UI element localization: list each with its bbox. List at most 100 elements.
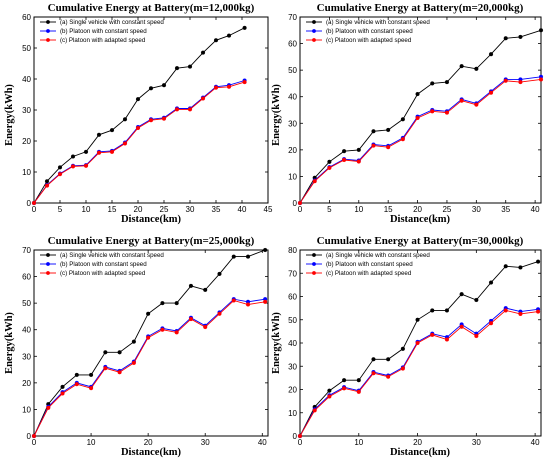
data-point bbox=[327, 159, 332, 164]
y-tick-label: 60 bbox=[288, 293, 297, 302]
x-tick-label: 20 bbox=[144, 438, 153, 447]
data-point bbox=[356, 389, 361, 394]
x-tick-label: 40 bbox=[258, 438, 267, 447]
y-tick-label: 80 bbox=[288, 246, 297, 255]
data-point bbox=[122, 141, 128, 146]
data-point bbox=[474, 297, 479, 303]
data-point bbox=[430, 109, 435, 114]
chart-title: Cumulative Energy at Battery(m=20,000kg) bbox=[317, 2, 524, 14]
data-point bbox=[518, 265, 523, 270]
data-point bbox=[245, 254, 251, 259]
data-point bbox=[297, 200, 303, 206]
data-point bbox=[400, 137, 405, 142]
legend-marker bbox=[46, 271, 50, 275]
data-point bbox=[146, 335, 151, 340]
y-tick-label: 0 bbox=[27, 199, 32, 208]
data-point bbox=[400, 117, 405, 122]
x-tick-label: 30 bbox=[472, 438, 481, 447]
data-point bbox=[327, 165, 332, 170]
data-point bbox=[117, 370, 122, 375]
x-axis-label: Distance(km) bbox=[390, 447, 451, 458]
plot-frame bbox=[33, 16, 269, 204]
legend-entry: (a) Single vehicle with constant speed bbox=[60, 252, 164, 259]
data-point bbox=[245, 302, 251, 307]
data-point bbox=[342, 149, 347, 154]
legend-entry: (b) Platoon with constant speed bbox=[326, 28, 413, 35]
data-point bbox=[96, 150, 102, 155]
data-point bbox=[117, 350, 122, 355]
data-point bbox=[488, 280, 494, 285]
data-point bbox=[188, 283, 194, 288]
series-line-b bbox=[299, 307, 539, 437]
data-point bbox=[46, 405, 51, 410]
legend-entry: (a) Single vehicle with constant speed bbox=[326, 252, 430, 259]
x-tick-label: 15 bbox=[384, 205, 393, 214]
data-point bbox=[44, 179, 50, 184]
data-point bbox=[57, 172, 63, 177]
series-line-c bbox=[33, 299, 266, 437]
data-point bbox=[444, 337, 450, 342]
x-tick-label: 10 bbox=[354, 205, 363, 214]
data-point bbox=[203, 287, 208, 292]
data-point bbox=[217, 311, 222, 316]
plot-frame bbox=[299, 249, 542, 437]
x-tick-label: 30 bbox=[201, 438, 210, 447]
series-line-b bbox=[299, 76, 542, 204]
data-point bbox=[474, 333, 479, 339]
y-tick-label: 60 bbox=[22, 273, 31, 282]
y-tick-label: 70 bbox=[22, 246, 31, 255]
data-point bbox=[31, 433, 37, 439]
data-point bbox=[161, 83, 167, 88]
y-tick-label: 0 bbox=[293, 432, 298, 441]
data-point bbox=[70, 164, 76, 169]
data-point bbox=[135, 125, 141, 131]
data-point bbox=[217, 271, 222, 276]
data-point bbox=[263, 247, 268, 253]
legend-entry: (c) Platoon with adapted speed bbox=[326, 270, 412, 277]
data-point bbox=[242, 80, 247, 85]
y-tick-label: 20 bbox=[288, 146, 297, 155]
series-line-a bbox=[33, 249, 266, 437]
series-line-b bbox=[33, 298, 266, 437]
y-tick-label: 10 bbox=[22, 405, 31, 414]
data-point bbox=[538, 28, 544, 33]
legend-marker bbox=[46, 253, 50, 257]
data-point bbox=[213, 85, 219, 90]
y-tick-label: 0 bbox=[27, 432, 32, 441]
x-tick-label: 10 bbox=[82, 205, 91, 214]
x-tick-label: 5 bbox=[327, 205, 332, 214]
legend-marker bbox=[46, 29, 50, 33]
legend-entry: (b) Platoon with constant speed bbox=[60, 28, 147, 35]
data-point bbox=[148, 118, 154, 123]
data-point bbox=[430, 308, 435, 313]
x-tick-label: 0 bbox=[298, 205, 303, 214]
data-point bbox=[74, 372, 79, 377]
data-point bbox=[538, 77, 544, 82]
y-tick-label: 60 bbox=[288, 40, 297, 49]
data-point bbox=[342, 386, 347, 391]
data-point bbox=[174, 107, 180, 112]
data-point bbox=[312, 179, 317, 184]
data-point bbox=[60, 384, 65, 389]
x-tick-label: 10 bbox=[87, 438, 96, 447]
data-point bbox=[518, 34, 523, 39]
y-tick-label: 20 bbox=[22, 379, 31, 388]
data-point bbox=[503, 78, 508, 83]
data-point bbox=[371, 371, 376, 376]
data-point bbox=[371, 129, 376, 134]
plot-frame bbox=[33, 249, 269, 437]
data-point bbox=[200, 50, 206, 55]
y-tick-label: 40 bbox=[22, 75, 31, 84]
x-tick-label: 40 bbox=[238, 205, 247, 214]
y-tick-label: 30 bbox=[288, 362, 297, 371]
data-point bbox=[415, 317, 420, 322]
series-line-c bbox=[299, 78, 542, 204]
data-point bbox=[122, 117, 128, 122]
data-point bbox=[518, 311, 523, 316]
chart-panel-2: Cumulative Energy at Battery(m=20,000kg)… bbox=[271, 2, 544, 225]
data-point bbox=[415, 115, 420, 121]
data-point bbox=[89, 386, 94, 391]
data-point bbox=[187, 64, 193, 69]
data-point bbox=[60, 391, 65, 396]
data-point bbox=[400, 346, 405, 351]
